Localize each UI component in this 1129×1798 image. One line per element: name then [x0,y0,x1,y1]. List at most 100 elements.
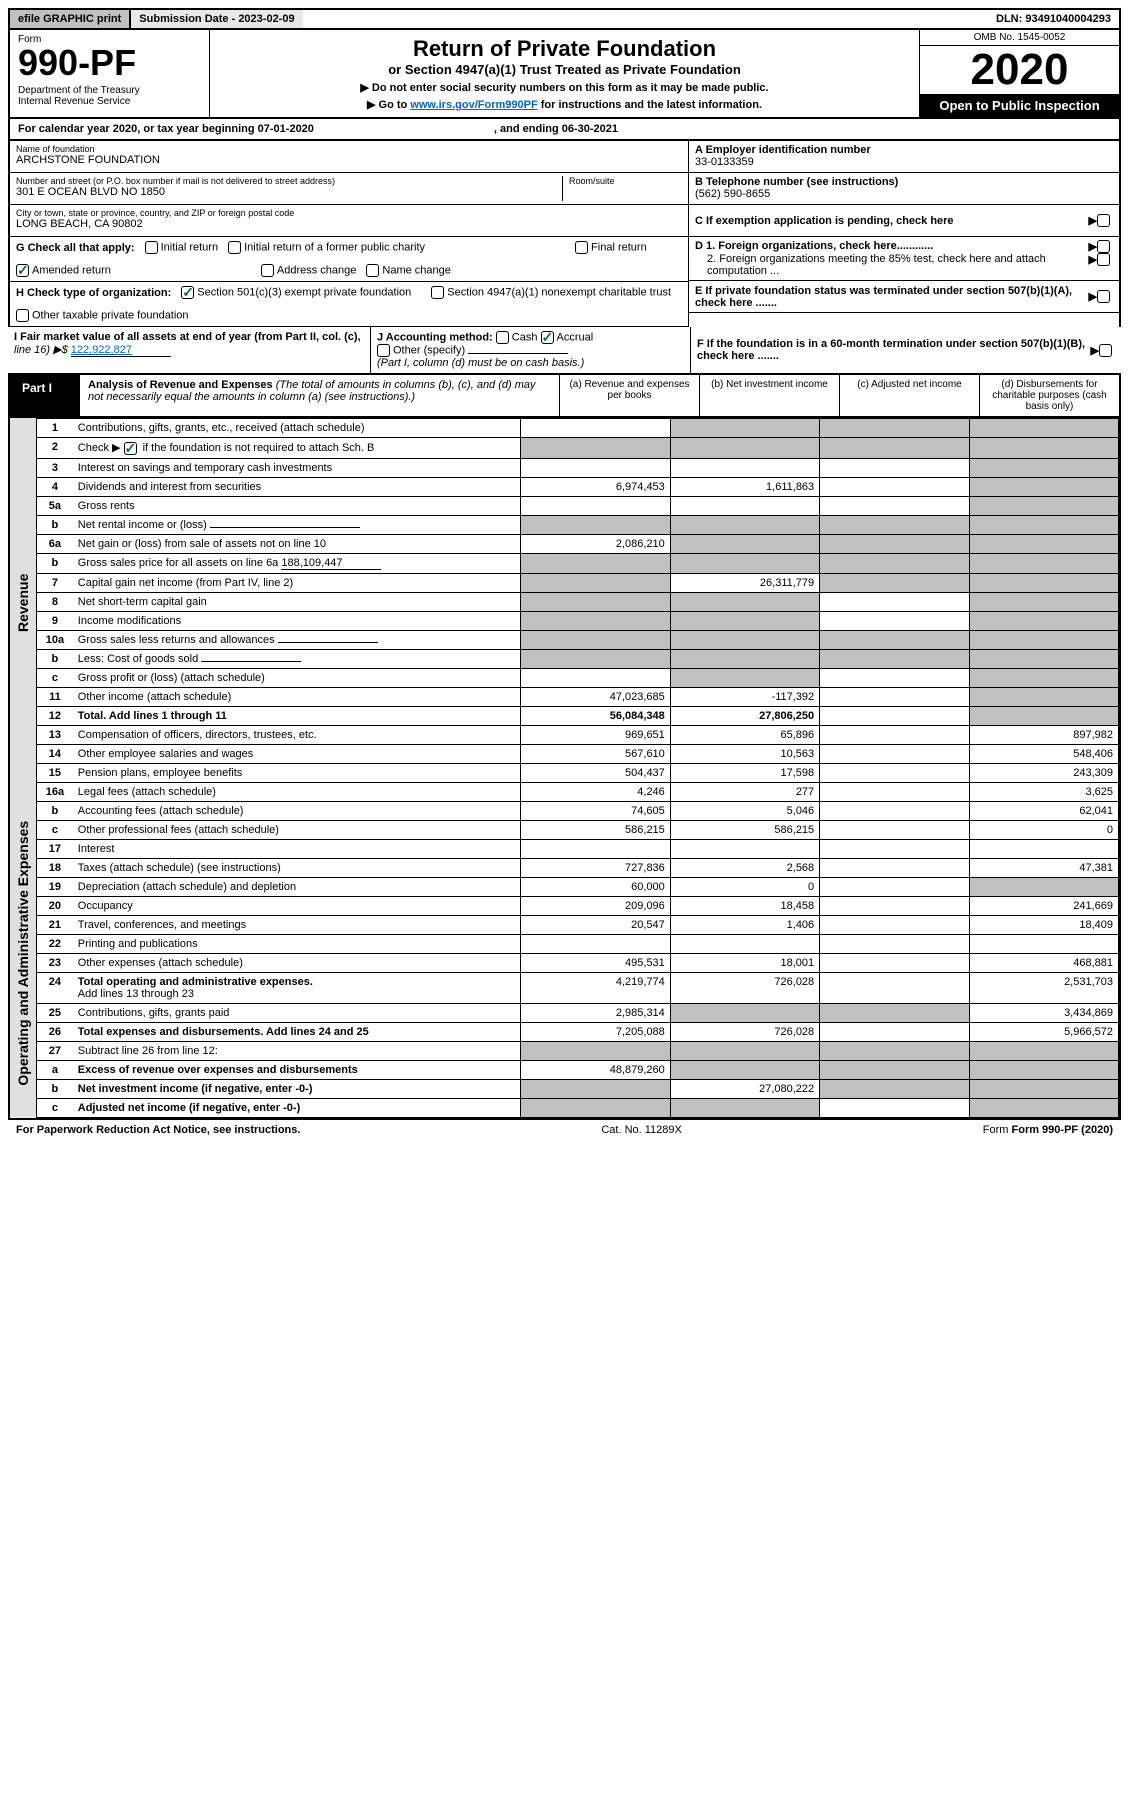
d2-checkbox[interactable] [1097,253,1110,266]
revenue-side-label: Revenue [10,418,36,788]
form-title: Return of Private Foundation [216,36,913,62]
info-grid: Name of foundation ARCHSTONE FOUNDATION … [8,141,1121,327]
amended-checkbox[interactable] [16,264,29,277]
title-box: Return of Private Foundation or Section … [210,30,919,117]
initial-former-checkbox[interactable] [228,241,241,254]
tel-cell: B Telephone number (see instructions) (5… [689,173,1119,205]
year-box: OMB No. 1545-0052 2020 Open to Public In… [919,30,1119,117]
form-page: efile GRAPHIC print Submission Date - 20… [0,0,1129,1148]
j-note: (Part I, column (d) must be on cash basi… [377,357,584,369]
table-row: 14Other employee salaries and wages567,6… [37,744,1119,763]
topbar: efile GRAPHIC print Submission Date - 20… [8,8,1121,30]
other-tax-checkbox[interactable] [16,309,29,322]
table-row: 1Contributions, gifts, grants, etc., rec… [37,419,1119,438]
table-row: 10aGross sales less returns and allowanc… [37,630,1119,649]
table-row: 17Interest [37,839,1119,858]
cal-year-begin: For calendar year 2020, or tax year begi… [18,123,314,135]
f-checkbox[interactable] [1099,344,1112,357]
table-row: cOther professional fees (attach schedul… [37,820,1119,839]
note2-post: for instructions and the latest informat… [538,99,762,111]
col-headers: (a) Revenue and expenses per books (b) N… [559,375,1119,416]
fmv-value[interactable]: 122,922,827 [71,344,171,357]
table-row: 15Pension plans, employee benefits504,43… [37,763,1119,782]
d2-label: 2. Foreign organizations meeting the 85%… [695,253,1089,277]
dln: DLN: 93491040004293 [988,10,1119,28]
table-row: 23Other expenses (attach schedule)495,53… [37,953,1119,972]
instructions-link[interactable]: www.irs.gov/Form990PF [410,99,537,111]
e-checkbox[interactable] [1097,290,1110,303]
tel-label: B Telephone number (see instructions) [695,176,1113,188]
table-row: 24Total operating and administrative exp… [37,972,1119,1003]
table-row: 2Check ▶ if the foundation is not requir… [37,438,1119,459]
initial-checkbox[interactable] [145,241,158,254]
accrual-label: Accrual [557,332,594,344]
telephone: (562) 590-8655 [695,188,1113,200]
f-label: F If the foundation is in a 60-month ter… [697,338,1091,362]
table-row: 11Other income (attach schedule)47,023,6… [37,687,1119,706]
table-row: 5aGross rents [37,496,1119,515]
other-method-checkbox[interactable] [377,344,390,357]
fmv-row: I Fair market value of all assets at end… [8,327,1121,375]
table-row: cAdjusted net income (if negative, enter… [37,1098,1119,1117]
col-a-hdr: (a) Revenue and expenses per books [559,375,699,416]
form-header: Form 990-PF Department of the Treasury I… [8,30,1121,119]
s501-label: Section 501(c)(3) exempt private foundat… [197,287,411,299]
c-checkbox[interactable] [1097,214,1110,227]
s4947-checkbox[interactable] [431,286,444,299]
table-row: bAccounting fees (attach schedule)74,605… [37,801,1119,820]
arrow-icon: ▶ [1089,214,1097,227]
accrual-checkbox[interactable] [541,331,554,344]
table-row: 20Occupancy209,09618,458241,669 [37,896,1119,915]
s501-checkbox[interactable] [181,286,194,299]
s4947-label: Section 4947(a)(1) nonexempt charitable … [447,287,671,299]
table-row: 13Compensation of officers, directors, t… [37,725,1119,744]
j-cell: J Accounting method: Cash Accrual Other … [371,327,691,373]
open-public: Open to Public Inspection [920,94,1119,117]
table-row: 21Travel, conferences, and meetings20,54… [37,915,1119,934]
f-cell: F If the foundation is in a 60-month ter… [691,327,1121,373]
e-label: E If private foundation status was termi… [695,285,1089,309]
col-c-hdr: (c) Adjusted net income [839,375,979,416]
addr-change-checkbox[interactable] [261,264,274,277]
cash-checkbox[interactable] [496,331,509,344]
table-row: 25Contributions, gifts, grants paid2,985… [37,1003,1119,1022]
info-right: A Employer identification number 33-0133… [689,141,1119,327]
name-change-checkbox[interactable] [366,264,379,277]
table-row: aExcess of revenue over expenses and dis… [37,1060,1119,1079]
ein: 33-0133359 [695,156,1113,168]
d1-checkbox[interactable] [1097,240,1110,253]
i-label: I Fair market value of all assets at end… [14,331,361,343]
amended-label: Amended return [32,265,111,277]
table-row: 9Income modifications [37,611,1119,630]
table-row: 4Dividends and interest from securities6… [37,477,1119,496]
foundation-name-cell: Name of foundation ARCHSTONE FOUNDATION [10,141,688,173]
g-row: G Check all that apply: Initial return I… [10,237,688,282]
i-cell: I Fair market value of all assets at end… [8,327,371,373]
arrow-icon: ▶ [1089,240,1097,253]
j-label: J Accounting method: [377,332,493,344]
g-label: G Check all that apply: [16,242,135,254]
arrow-icon: ▶ [1089,290,1097,303]
final-label: Final return [591,242,647,254]
col-d-hdr: (d) Disbursements for charitable purpose… [979,375,1119,416]
table-row: 16aLegal fees (attach schedule)4,2462773… [37,782,1119,801]
table-row: bNet investment income (if negative, ent… [37,1079,1119,1098]
revenue-expense-table: 1Contributions, gifts, grants, etc., rec… [36,418,1119,1118]
table-row: 27Subtract line 26 from line 12: [37,1041,1119,1060]
tax-year: 2020 [920,46,1119,94]
initial-label: Initial return [161,242,218,254]
h-label: H Check type of organization: [16,287,171,299]
c-cell: C If exemption application is pending, c… [689,205,1119,237]
ein-cell: A Employer identification number 33-0133… [689,141,1119,173]
final-checkbox[interactable] [575,241,588,254]
address: 301 E OCEAN BLVD NO 1850 [16,186,562,198]
e-cell: E If private foundation status was termi… [689,281,1119,313]
table-row: cGross profit or (loss) (attach schedule… [37,668,1119,687]
part-title: Analysis of Revenue and Expenses (The to… [80,375,559,416]
table-row: 18Taxes (attach schedule) (see instructi… [37,858,1119,877]
schb-checkbox[interactable] [124,442,137,455]
note-2: ▶ Go to www.irs.gov/Form990PF for instru… [216,98,913,111]
name-change-label: Name change [382,265,451,277]
form-subtitle: or Section 4947(a)(1) Trust Treated as P… [216,62,913,77]
city-label: City or town, state or province, country… [16,208,682,218]
